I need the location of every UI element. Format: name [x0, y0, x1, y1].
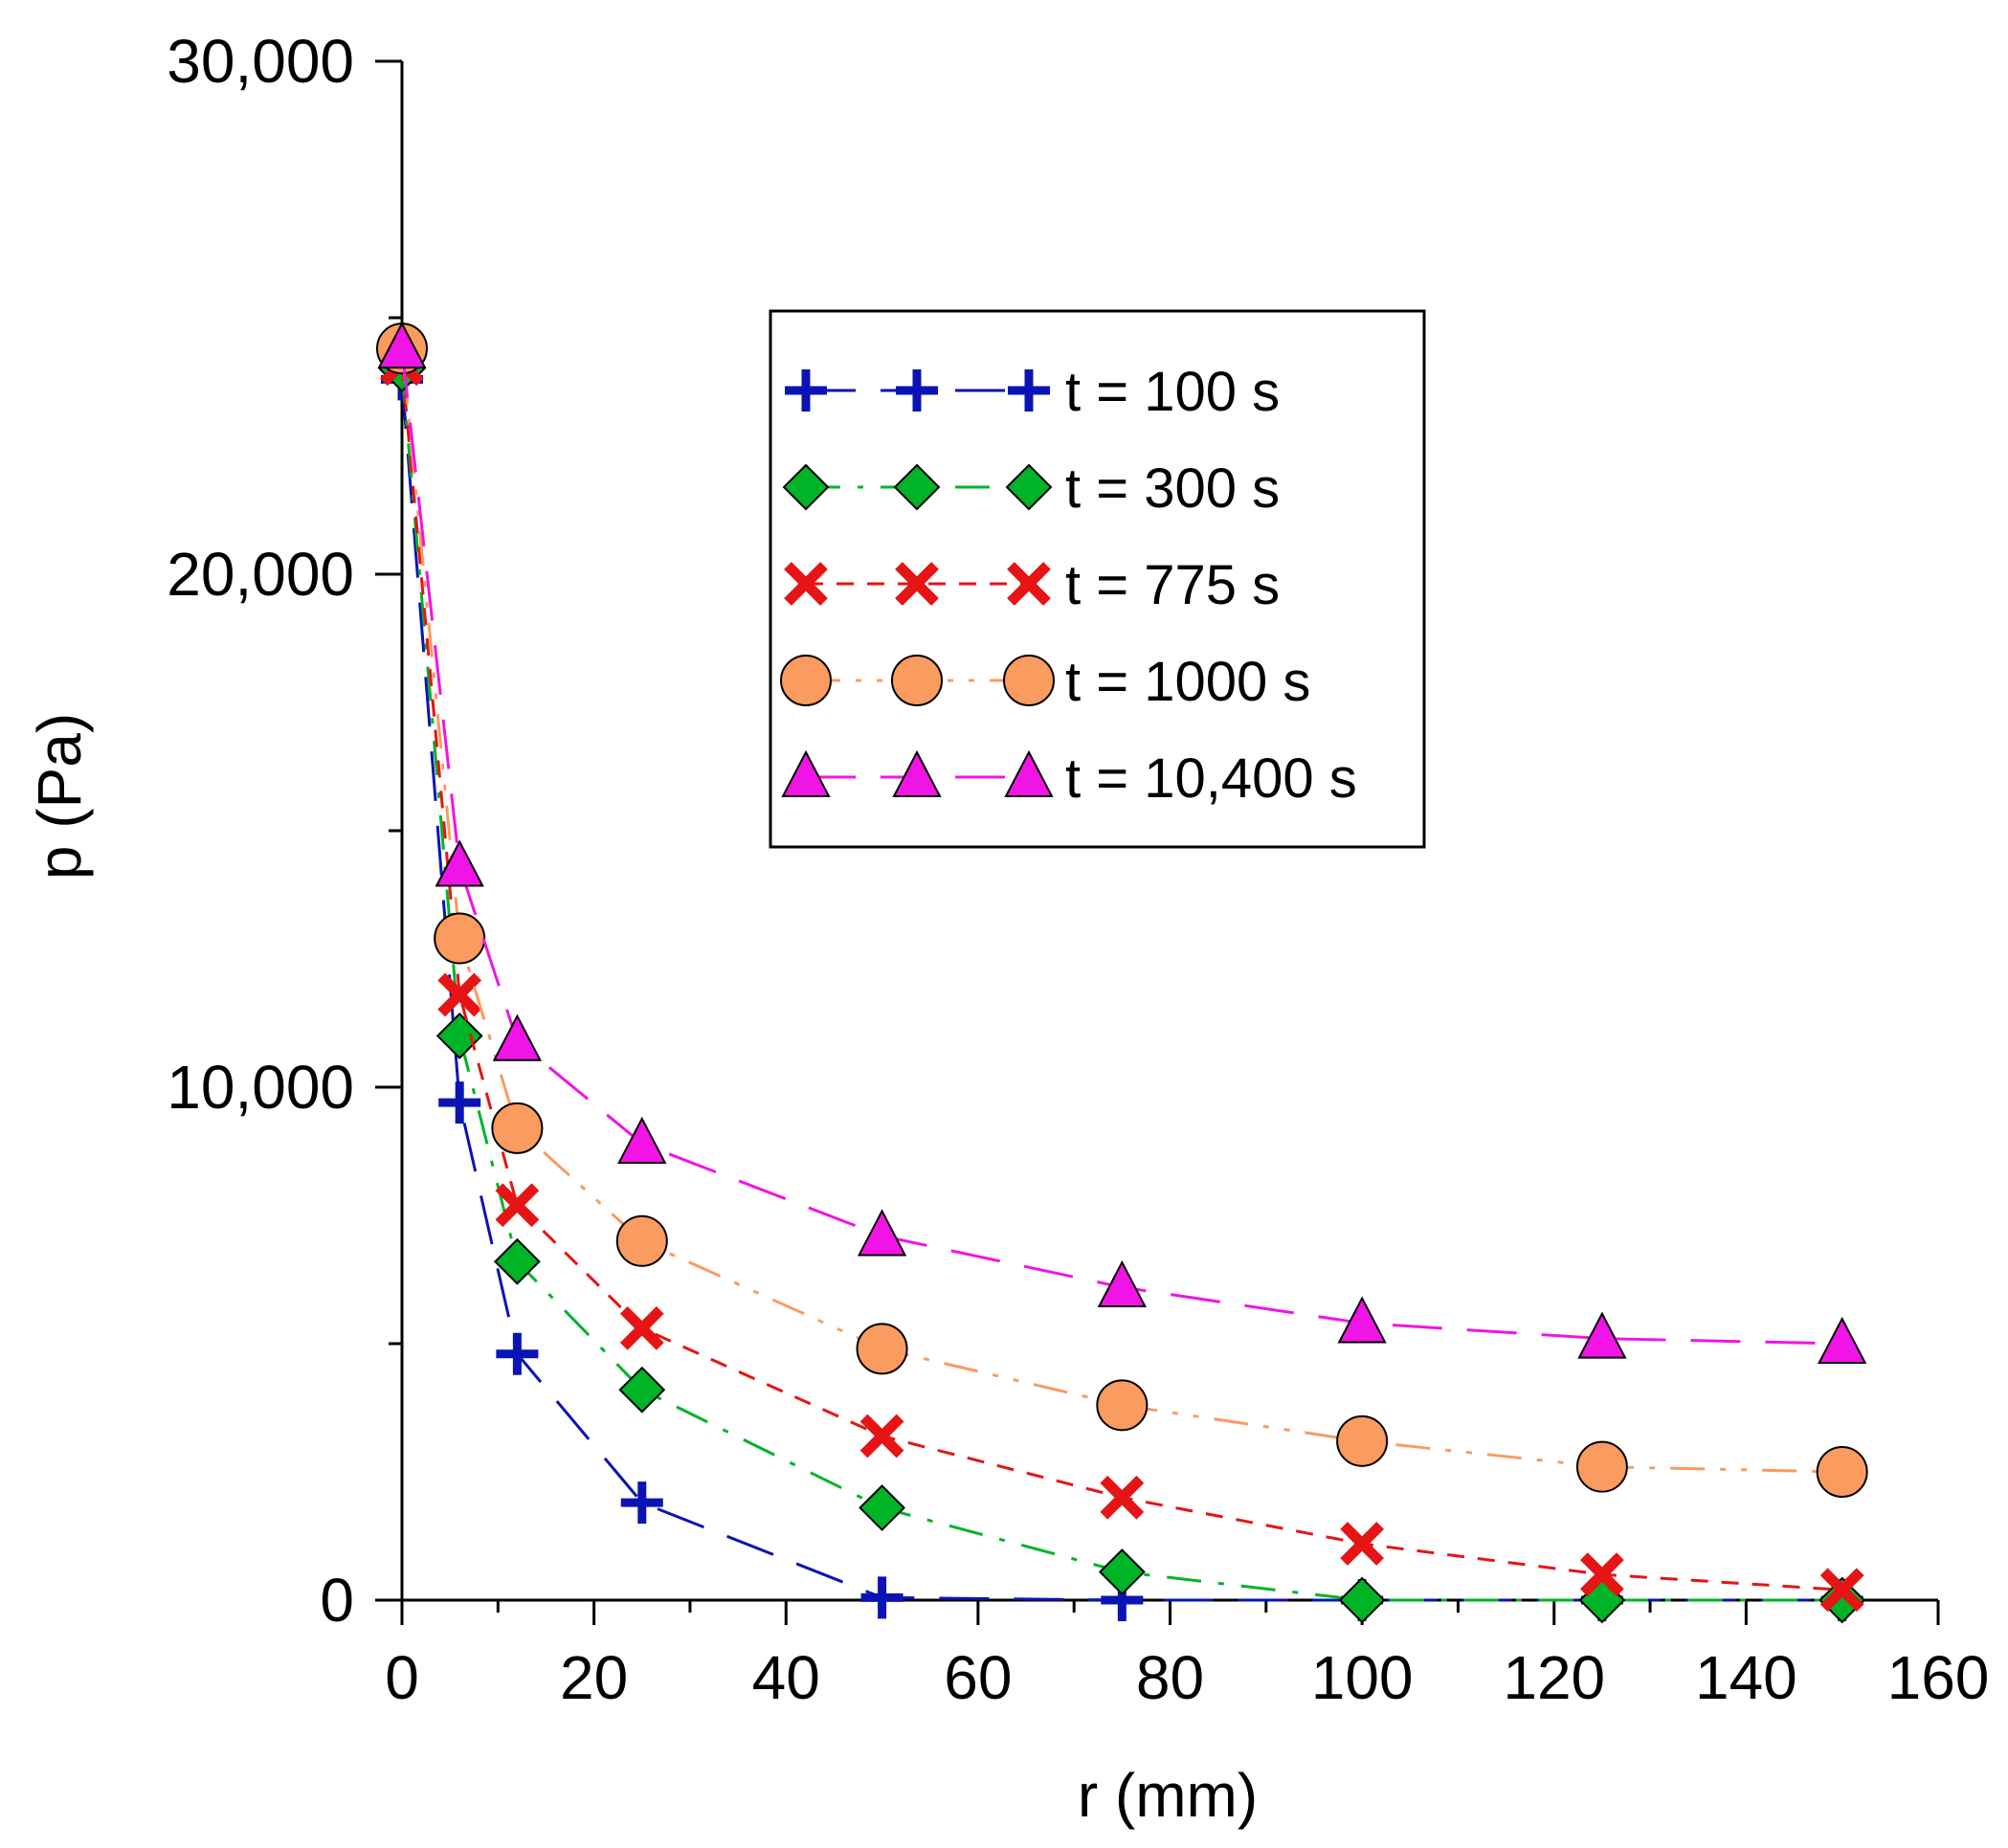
- data-point: [1100, 1475, 1145, 1520]
- x-axis-title: r (mm): [1078, 1761, 1258, 1830]
- legend-marker: [893, 463, 941, 511]
- data-point: [1816, 1446, 1868, 1498]
- data-point: [620, 1481, 663, 1525]
- y-tick-label: 30,000: [167, 27, 354, 96]
- legend-marker: [896, 369, 938, 412]
- legend-entry-5: t = 10,400 s: [781, 747, 1357, 810]
- data-point: [1097, 1259, 1147, 1308]
- legend-marker: [781, 749, 831, 797]
- legend-marker: [1008, 369, 1050, 412]
- data-point: [1338, 1576, 1386, 1624]
- data-point: [859, 1484, 905, 1531]
- legend-label: t = 1000 s: [1065, 651, 1310, 713]
- y-tick-label: 20,000: [167, 540, 354, 609]
- legend-entry-1: t = 100 s: [785, 361, 1280, 423]
- x-tick-label: 20: [560, 1643, 628, 1712]
- data-point: [1575, 1440, 1628, 1493]
- legend-marker: [892, 749, 942, 797]
- data-point: [1098, 1548, 1146, 1595]
- legend-entry-3: t = 775 s: [784, 554, 1280, 616]
- x-tick-label: 60: [944, 1643, 1012, 1712]
- data-point: [618, 1366, 666, 1414]
- x-tick-label: 160: [1887, 1643, 1990, 1712]
- legend-marker: [780, 655, 832, 706]
- legend-label: t = 775 s: [1065, 554, 1280, 616]
- data-point: [434, 912, 486, 965]
- series-layer: [376, 321, 1868, 1624]
- x-tick-label: 140: [1695, 1643, 1797, 1712]
- legend-marker: [895, 562, 939, 606]
- legend-marker: [891, 655, 943, 706]
- y-tick-label: 0: [320, 1566, 354, 1635]
- data-point: [1336, 1414, 1389, 1467]
- legend: t = 100 s t = 300 s t = 775 s t = 1000 s t =…: [769, 309, 1426, 849]
- data-point: [1818, 1316, 1867, 1364]
- legend-marker: [1004, 749, 1054, 797]
- data-point: [1337, 1296, 1387, 1344]
- data-point: [496, 1332, 539, 1375]
- data-point: [1819, 1568, 1864, 1613]
- legend-entry-4: t = 1000 s: [780, 651, 1310, 713]
- x-tick-label: 40: [752, 1643, 820, 1712]
- data-point: [1096, 1379, 1149, 1432]
- data-point: [619, 1306, 664, 1350]
- data-point: [493, 1237, 541, 1285]
- data-point: [438, 1081, 481, 1124]
- x-tick-label: 80: [1136, 1643, 1204, 1712]
- data-point: [495, 1183, 540, 1228]
- data-point: [437, 972, 482, 1017]
- legend-box: [769, 309, 1426, 849]
- data-point: [857, 1209, 907, 1257]
- data-point: [615, 1214, 668, 1267]
- data-point: [856, 1323, 908, 1375]
- y-axis-title: p (Pa): [25, 713, 94, 879]
- legend-marker: [782, 463, 830, 511]
- data-point: [491, 1102, 544, 1154]
- data-point: [1340, 1522, 1385, 1566]
- y-tick-label: 10,000: [167, 1053, 354, 1122]
- legend-marker: [785, 369, 827, 412]
- data-point: [1818, 1576, 1866, 1624]
- data-point: [435, 839, 484, 887]
- data-point: [492, 1013, 543, 1061]
- legend-marker: [784, 562, 828, 606]
- legend-marker: [1007, 562, 1051, 606]
- legend-marker: [1005, 463, 1053, 511]
- data-point: [1580, 1552, 1624, 1597]
- data-point: [860, 1576, 904, 1619]
- legend-entry-2: t = 300 s: [782, 457, 1280, 520]
- legend-label: t = 100 s: [1065, 361, 1280, 423]
- data-point: [435, 1012, 483, 1059]
- axes: 0 20 40 60 80 100 120 140 160 0 10,000 20,000 30,000: [167, 27, 1989, 1712]
- data-point: [617, 1116, 667, 1164]
- x-tick-label: 120: [1503, 1643, 1605, 1712]
- legend-marker: [1003, 655, 1055, 706]
- legend-label: t = 300 s: [1065, 457, 1280, 520]
- data-point: [1577, 1311, 1627, 1359]
- data-point: [859, 1414, 904, 1458]
- legend-label: t = 10,400 s: [1065, 747, 1357, 810]
- data-point: [377, 321, 427, 369]
- x-tick-label: 100: [1311, 1643, 1414, 1712]
- x-tick-label: 0: [385, 1643, 419, 1712]
- series-5: [377, 321, 1867, 1364]
